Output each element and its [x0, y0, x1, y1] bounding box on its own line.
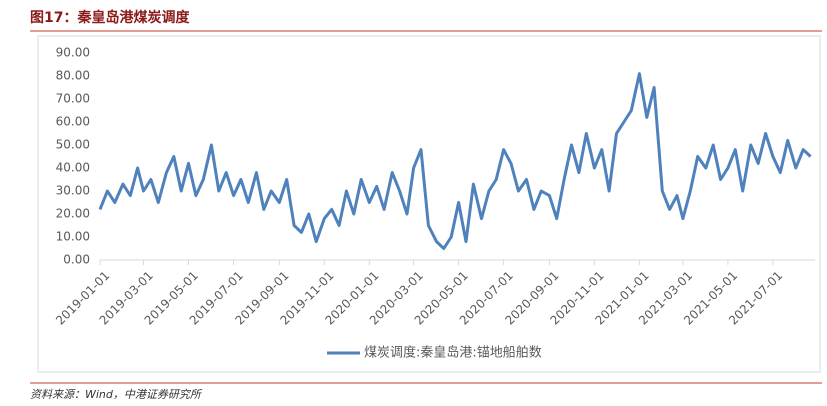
y-tick-label: 80.00: [56, 69, 90, 83]
y-tick-label: 10.00: [56, 230, 90, 244]
y-tick-label: 0.00: [63, 253, 90, 267]
y-tick-label: 90.00: [56, 46, 90, 60]
chart-title: 图17：秦皇岛港煤炭调度: [30, 9, 190, 26]
y-tick-label: 30.00: [56, 184, 90, 198]
legend-label: 煤炭调度:秦皇岛港:锚地船舶数: [364, 345, 542, 361]
y-tick-label: 50.00: [56, 138, 90, 152]
y-tick-label: 40.00: [56, 161, 90, 175]
y-tick-label: 60.00: [56, 115, 90, 129]
plot-frame: [37, 35, 821, 373]
data-line: [98, 72, 812, 250]
y-tick-label: 70.00: [56, 92, 90, 106]
source: 资料来源：Wind，中港证券研究所: [30, 388, 203, 401]
y-tick-label: 20.00: [56, 207, 90, 221]
